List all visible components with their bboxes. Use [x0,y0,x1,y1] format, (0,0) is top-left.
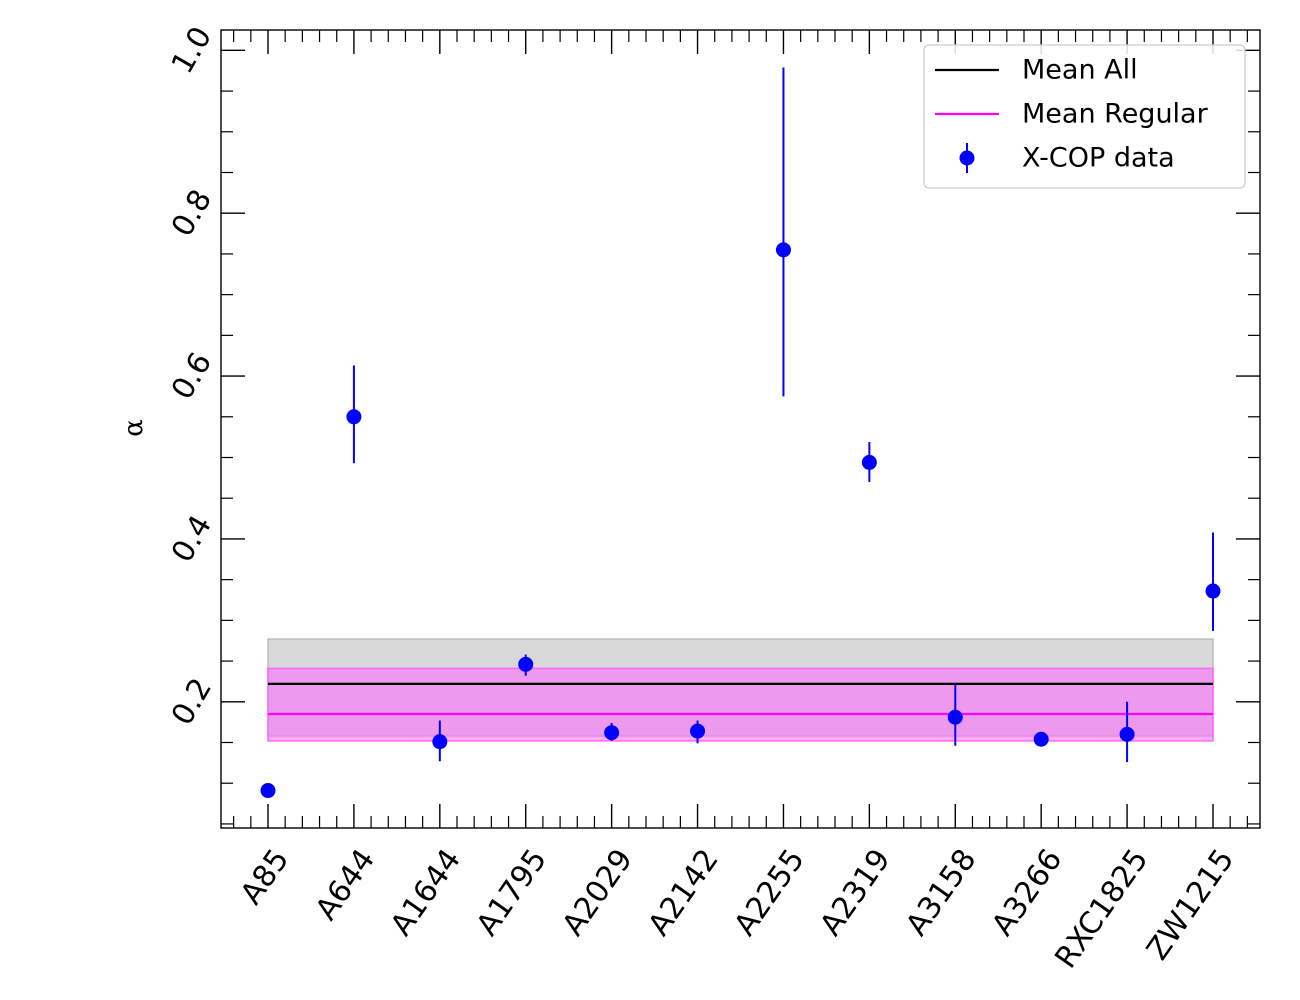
data-point-A85 [260,783,276,799]
x-tick-label: A2142 [642,843,726,942]
data-point-A1795 [518,656,534,672]
legend-box [923,44,1246,189]
y-tick-labels: 0.2 0.4 0.6 0.8 1.0 [165,21,219,731]
mean-bands [267,638,1214,742]
data-point-A2029 [604,725,620,741]
y-tick-label: 0.6 [165,347,219,406]
x-tick-labels: A85 A644 A1644 A1795 A2029 A2142 A2255 A2319 A31… [234,843,1241,975]
data-point-A2319 [861,454,877,470]
y-tick-label: 0.2 [165,672,219,731]
y-tick-label: 0.8 [165,184,219,243]
data-point-A2255 [775,242,791,258]
mean-regular-band [267,667,1214,742]
legend-label-x-cop-data: X-COP data [1022,143,1175,174]
legend-swatch-x-cop-data [959,150,975,166]
data-points [260,242,1221,799]
data-point-A644 [346,409,362,425]
data-point-A1644 [432,734,448,750]
data-point-A3266 [1033,731,1049,747]
x-tick-label: A3158 [899,843,983,942]
y-tick-label: 0.4 [165,510,219,569]
x-tick-label: A2319 [813,843,897,942]
axis-ticks [221,30,1260,828]
data-point-RXC1825 [1119,726,1135,742]
y-axis-label: α [119,419,149,437]
data-point-A2142 [690,723,706,739]
data-point-A3158 [947,709,963,725]
mean-lines [268,682,1213,716]
y-tick-label: 1.0 [165,21,219,80]
x-tick-label: A1795 [470,843,554,942]
data-point-ZW1215 [1205,583,1221,599]
x-tick-label: A3266 [985,843,1069,942]
x-tick-label: A2255 [727,843,811,942]
legend-label-mean-regular: Mean Regular [1022,99,1209,130]
legend: Mean All Mean Regular X-COP data [923,44,1246,189]
x-tick-label: A85 [234,843,296,911]
x-tick-label: ZW1215 [1140,843,1241,967]
x-tick-label: A644 [309,843,382,927]
x-tick-label: A2029 [556,843,640,942]
x-tick-label: A1644 [384,843,468,942]
plot-frame [220,29,1261,829]
legend-label-mean-all: Mean All [1022,55,1138,86]
